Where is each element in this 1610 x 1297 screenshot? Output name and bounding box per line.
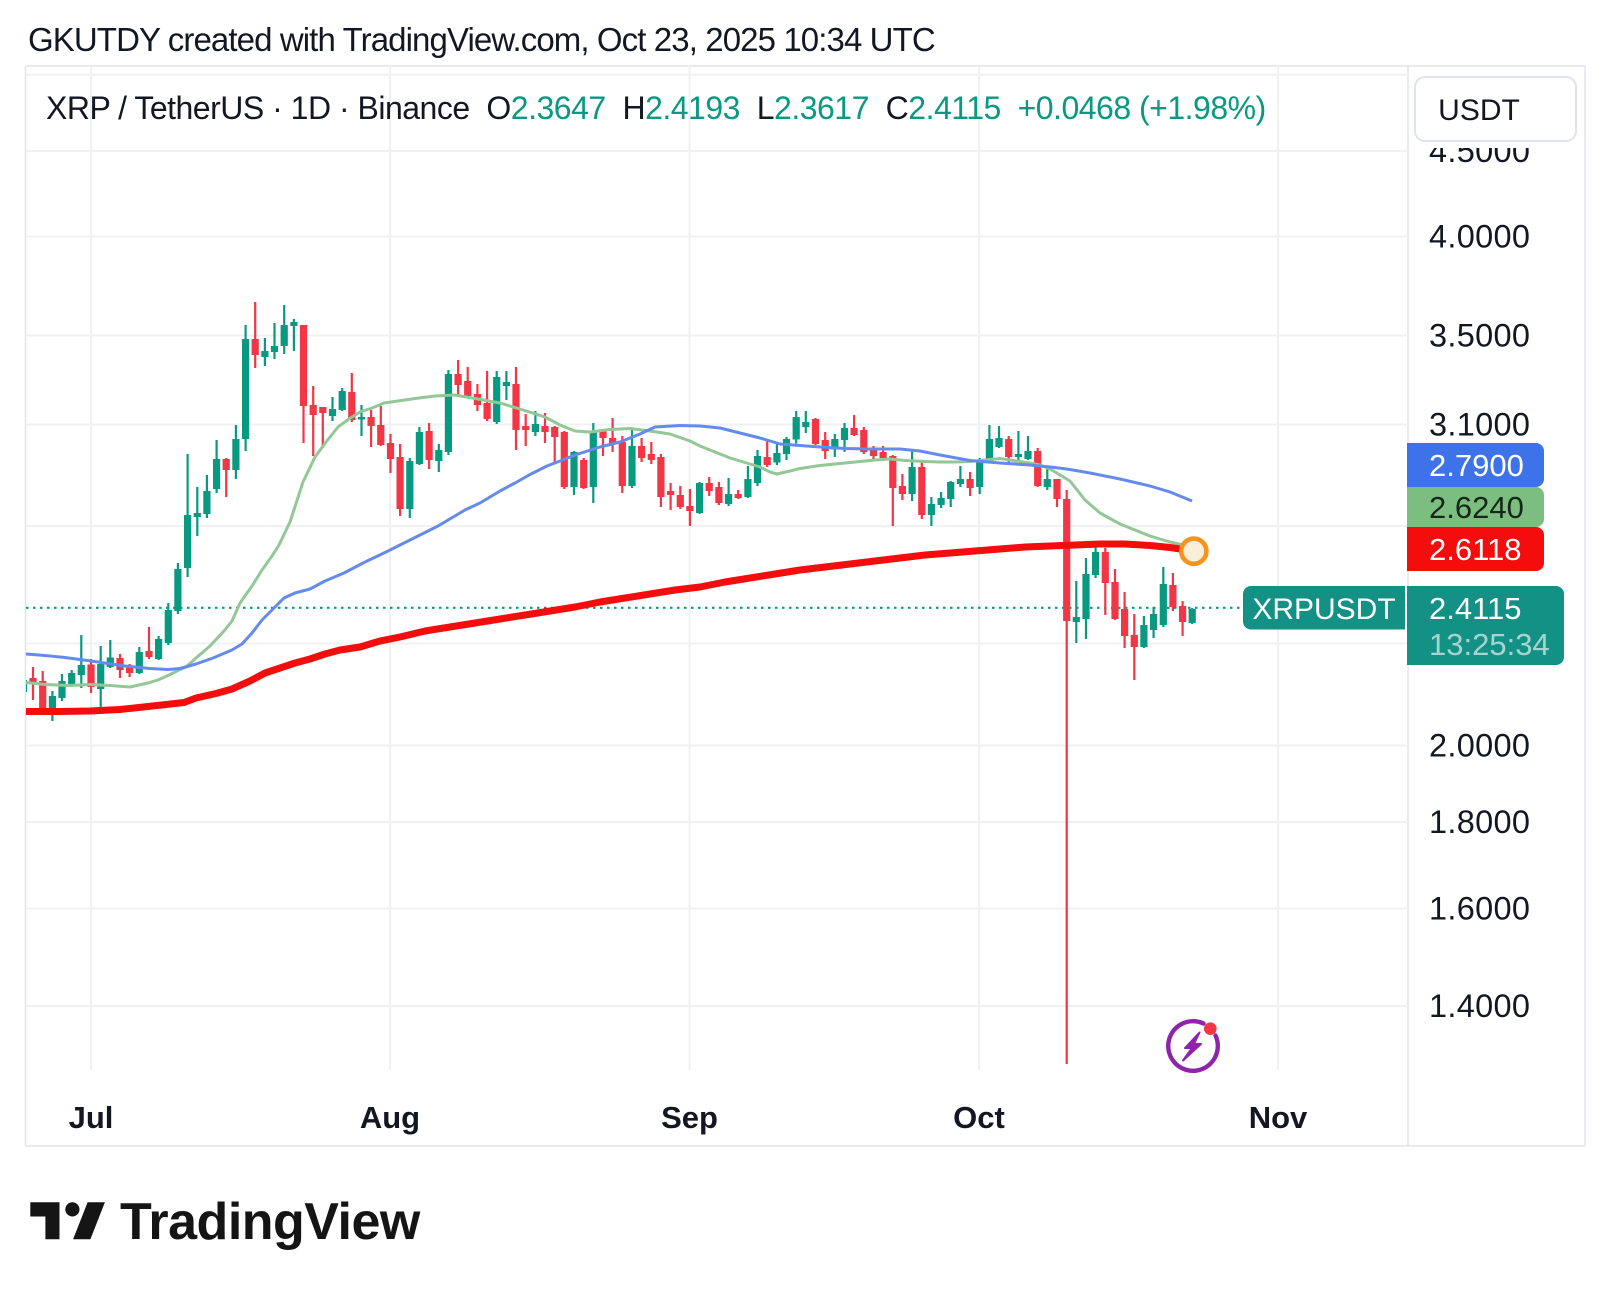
svg-text:2.0000: 2.0000	[1429, 728, 1530, 764]
svg-text:Nov: Nov	[1249, 1100, 1308, 1135]
svg-text:XRP / TetherUS · 1D · Binance: XRP / TetherUS · 1D · Binance O2.3647 H2…	[46, 90, 1266, 126]
svg-text:3.5000: 3.5000	[1429, 318, 1530, 354]
svg-text:Sep: Sep	[661, 1100, 718, 1135]
svg-text:2.7900: 2.7900	[1429, 448, 1524, 483]
svg-text:1.4000: 1.4000	[1429, 988, 1530, 1024]
svg-text:TradingView: TradingView	[120, 1193, 421, 1251]
svg-text:USDT: USDT	[1438, 94, 1520, 127]
svg-text:2.6240: 2.6240	[1429, 490, 1524, 525]
svg-text:Jul: Jul	[69, 1100, 114, 1135]
svg-text:3.1000: 3.1000	[1429, 407, 1530, 443]
svg-text:1.8000: 1.8000	[1429, 804, 1530, 840]
svg-text:13:25:34: 13:25:34	[1429, 627, 1550, 662]
svg-text:Oct: Oct	[953, 1100, 1005, 1135]
svg-text:2.4115: 2.4115	[1429, 591, 1522, 626]
svg-text:XRPUSDT: XRPUSDT	[1252, 593, 1395, 626]
svg-text:Aug: Aug	[360, 1100, 420, 1135]
svg-text:4.0000: 4.0000	[1429, 219, 1530, 255]
svg-text:GKUTDY created with TradingVie: GKUTDY created with TradingView.com, Oct…	[28, 21, 935, 58]
svg-text:2.6118: 2.6118	[1429, 532, 1522, 567]
svg-text:1.6000: 1.6000	[1429, 891, 1530, 927]
